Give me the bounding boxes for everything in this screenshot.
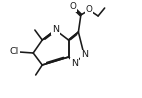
Text: N: N: [81, 50, 88, 59]
Text: N: N: [52, 25, 59, 34]
Text: Cl: Cl: [10, 48, 19, 57]
Text: N: N: [71, 59, 78, 68]
Text: O: O: [86, 5, 92, 15]
Text: O: O: [69, 3, 76, 11]
